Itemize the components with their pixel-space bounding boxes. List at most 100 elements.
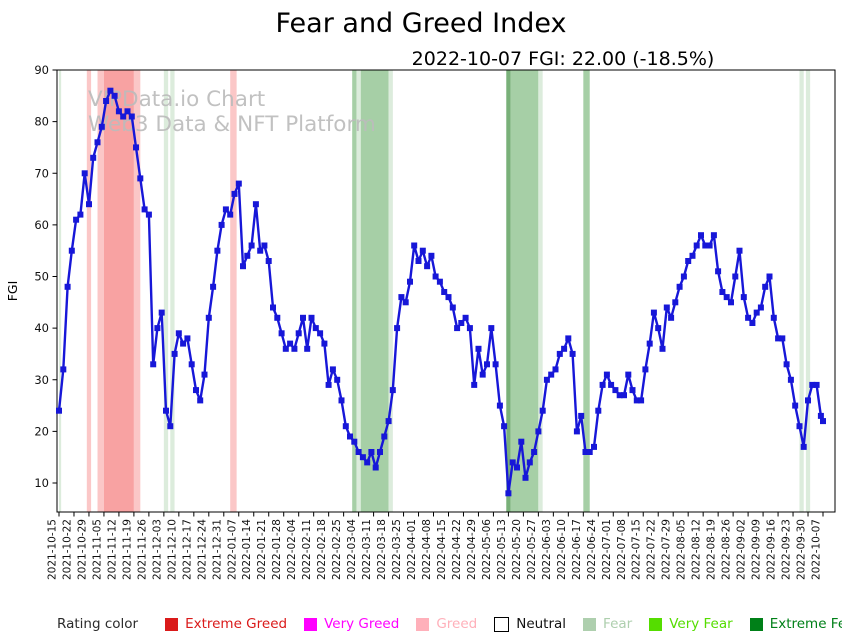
fgi-marker <box>347 433 353 440</box>
fgi-marker <box>710 232 717 239</box>
rating-band <box>356 70 361 512</box>
fgi-marker <box>796 423 803 430</box>
fgi-marker <box>419 247 426 254</box>
fgi-marker <box>257 247 264 254</box>
fgi-marker <box>60 366 67 373</box>
fgi-marker <box>205 314 212 321</box>
fgi-marker <box>535 428 542 435</box>
fgi-marker <box>462 314 469 321</box>
x-tick-label: 2022-08-26 <box>721 519 733 580</box>
x-tick-label: 2022-04-22 <box>451 519 463 580</box>
fgi-marker <box>757 304 764 311</box>
x-tick-label: 2022-03-18 <box>376 519 388 580</box>
fgi-marker <box>591 443 597 450</box>
fgi-marker <box>210 283 217 290</box>
fgi-marker <box>86 201 92 208</box>
fgi-marker <box>150 361 157 368</box>
fgi-marker <box>248 242 255 249</box>
fgi-marker <box>445 294 452 301</box>
fgi-marker <box>436 278 443 285</box>
legend-item-label: Very Fear <box>669 616 733 632</box>
x-tick-label: 2022-09-23 <box>781 519 793 580</box>
fgi-marker <box>698 232 704 239</box>
fgi-marker <box>732 273 739 280</box>
fgi-marker <box>800 443 807 450</box>
fgi-marker <box>526 459 533 466</box>
x-tick-label: 2022-07-15 <box>631 519 643 580</box>
fgi-marker <box>813 381 820 388</box>
x-tick-label: 2022-10-07 <box>811 519 823 580</box>
fgi-marker <box>556 350 563 357</box>
fgi-marker <box>672 299 679 306</box>
fgi-marker <box>479 371 486 378</box>
fgi-marker <box>595 407 602 414</box>
watermark-line2: Web3 Data & NFT Platform <box>88 112 376 137</box>
fgi-marker <box>381 433 388 440</box>
fgi-marker <box>300 314 306 321</box>
fgi-marker <box>235 180 242 187</box>
fgi-marker <box>274 314 281 321</box>
fgi-marker <box>753 309 760 316</box>
x-tick-label: 2022-07-22 <box>646 519 658 580</box>
fgi-marker <box>432 273 439 280</box>
rating-band <box>388 70 393 512</box>
fgi-marker <box>368 449 375 455</box>
fgi-marker <box>779 335 786 342</box>
fgi-marker <box>458 320 465 326</box>
fgi-marker <box>261 242 268 249</box>
fgi-marker <box>385 418 392 425</box>
legend-item-label: Greed <box>436 616 478 632</box>
fgi-marker <box>783 361 790 368</box>
x-tick-label: 2022-05-27 <box>526 519 538 580</box>
fgi-marker <box>582 449 589 455</box>
fgi-marker <box>689 252 696 259</box>
fgi-marker <box>411 242 418 249</box>
fgi-marker <box>312 325 319 332</box>
fgi-marker <box>201 371 208 378</box>
fgi-marker <box>133 144 139 151</box>
fgi-marker <box>633 397 640 404</box>
y-tick-label: 10 <box>34 476 49 490</box>
legend-item-label: Extreme Fear <box>769 616 842 632</box>
x-tick-label: 2022-03-04 <box>346 519 358 580</box>
rating-band <box>510 70 539 512</box>
fgi-marker <box>342 423 349 430</box>
x-tick-label: 2022-01-21 <box>256 519 268 580</box>
fgi-marker <box>621 392 627 399</box>
rating-band <box>170 70 175 512</box>
fgi-marker <box>175 330 182 337</box>
x-tick-label: 2021-10-22 <box>61 519 73 580</box>
x-tick-label: 2021-10-15 <box>47 519 59 580</box>
x-tick-label: 2022-03-25 <box>391 519 403 580</box>
fgi-marker <box>488 325 495 332</box>
fgi-marker <box>728 299 734 306</box>
fgi-marker <box>188 361 195 368</box>
fgi-marker <box>428 252 435 259</box>
fgi-marker <box>723 294 730 301</box>
rating-band <box>133 70 141 512</box>
rating-bands-layer <box>59 70 811 512</box>
fgi-marker <box>638 397 645 404</box>
x-tick-label: 2022-02-18 <box>316 519 328 580</box>
x-tick-label: 2021-11-26 <box>136 519 148 580</box>
fgi-marker <box>578 412 585 419</box>
rating-band <box>59 70 62 512</box>
fgi-marker <box>338 397 345 404</box>
fgi-marker <box>608 381 615 388</box>
x-tick-label: 2022-08-19 <box>706 519 718 580</box>
x-tick-label: 2021-12-10 <box>166 519 178 580</box>
fgi-marker <box>68 247 75 254</box>
rating-band <box>538 70 543 512</box>
legend-item-fear: Fear <box>583 616 632 632</box>
fgi-marker <box>394 325 401 332</box>
fgi-marker <box>693 242 700 249</box>
fgi-marker <box>377 449 383 455</box>
fgi-marker <box>145 211 152 218</box>
rating-band <box>805 70 811 512</box>
fgi-marker <box>650 309 657 316</box>
x-tick-label: 2022-04-29 <box>466 519 478 580</box>
fgi-marker <box>184 335 191 342</box>
fgi-marker <box>128 113 135 120</box>
fgi-marker <box>415 258 422 264</box>
fgi-marker <box>154 325 161 332</box>
